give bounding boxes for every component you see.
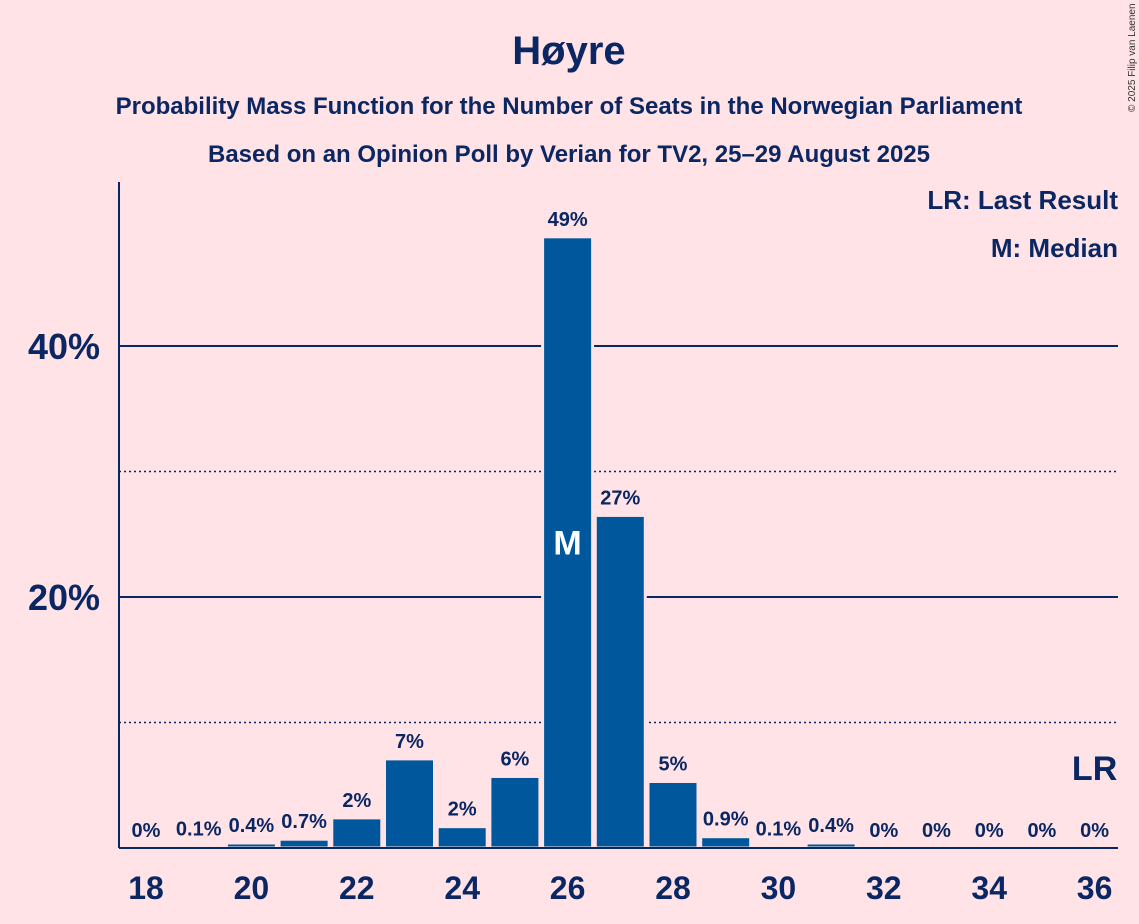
bar-seat-28 [646, 779, 700, 850]
x-tick-label: 20 [234, 870, 270, 906]
legend-last-result: LR: Last Result [927, 185, 1118, 215]
bar-value-label-34: 0% [975, 820, 1004, 842]
bar-value-label-35: 0% [1027, 820, 1056, 842]
axes: 20% 40% 18 20 22 24 26 28 30 32 34 36 [28, 182, 1118, 906]
bar-seat-26 [541, 235, 595, 850]
x-tick-label: 24 [444, 870, 480, 906]
bar-value-label-28: 5% [659, 753, 688, 775]
bar-value-label-21: 0.7% [281, 811, 327, 833]
bar-value-label-23: 7% [395, 731, 424, 753]
bar-value-label-18: 0% [132, 820, 161, 842]
chart-subtitle: Probability Mass Function for the Number… [116, 93, 1023, 120]
x-tick-label: 30 [761, 870, 797, 906]
bar-value-label-22: 2% [342, 790, 371, 812]
x-tick-label: 34 [971, 870, 1007, 906]
bar-seat-23 [383, 757, 436, 850]
y-tick-label: 40% [28, 326, 100, 367]
x-tick-label: 36 [1077, 870, 1113, 906]
bar-seat-25 [488, 774, 542, 850]
chart-title: Høyre [512, 29, 625, 73]
bars [172, 235, 858, 850]
legend-median: M: Median [991, 233, 1118, 263]
bar-value-label-20: 0.4% [229, 815, 275, 837]
bar-value-label-32: 0% [869, 820, 898, 842]
bar-seat-24 [435, 825, 489, 850]
median-marker: M [553, 524, 581, 562]
x-tick-label: 22 [339, 870, 375, 906]
x-tick-label: 26 [550, 870, 586, 906]
y-tick-label: 20% [28, 577, 100, 618]
bar-value-label-25: 6% [500, 748, 529, 770]
bar-seat-21 [277, 837, 331, 850]
bar-seat-27 [593, 513, 647, 850]
data-labels: 0% 0.1% 0.4% 0.7% 2% 7% 2% 6% 49% 27% 5% 0.9% 0.1% 0.… [132, 209, 1118, 842]
bar-value-label-29: 0.9% [703, 809, 749, 831]
chart-subtitle-poll: Based on an Opinion Poll by Verian for T… [208, 141, 930, 168]
last-result-marker: LR [1072, 750, 1117, 788]
bar-value-label-33: 0% [922, 820, 951, 842]
bar-seat-22 [330, 816, 384, 850]
bar-value-label-36: 0% [1080, 820, 1109, 842]
bar-value-label-19: 0.1% [176, 819, 222, 841]
bar-value-label-30: 0.1% [756, 819, 802, 841]
x-tick-label: 32 [866, 870, 902, 906]
bar-value-label-26: 49% [548, 209, 588, 231]
x-tick-label: 28 [655, 870, 691, 906]
bar-value-label-27: 27% [600, 487, 640, 509]
bar-seat-29 [699, 835, 753, 850]
bar-value-label-24: 2% [448, 799, 477, 821]
copyright-note: © 2025 Filip van Laenen [1127, 3, 1138, 112]
bar-value-label-31: 0.4% [808, 815, 854, 837]
x-tick-label: 18 [128, 870, 164, 906]
